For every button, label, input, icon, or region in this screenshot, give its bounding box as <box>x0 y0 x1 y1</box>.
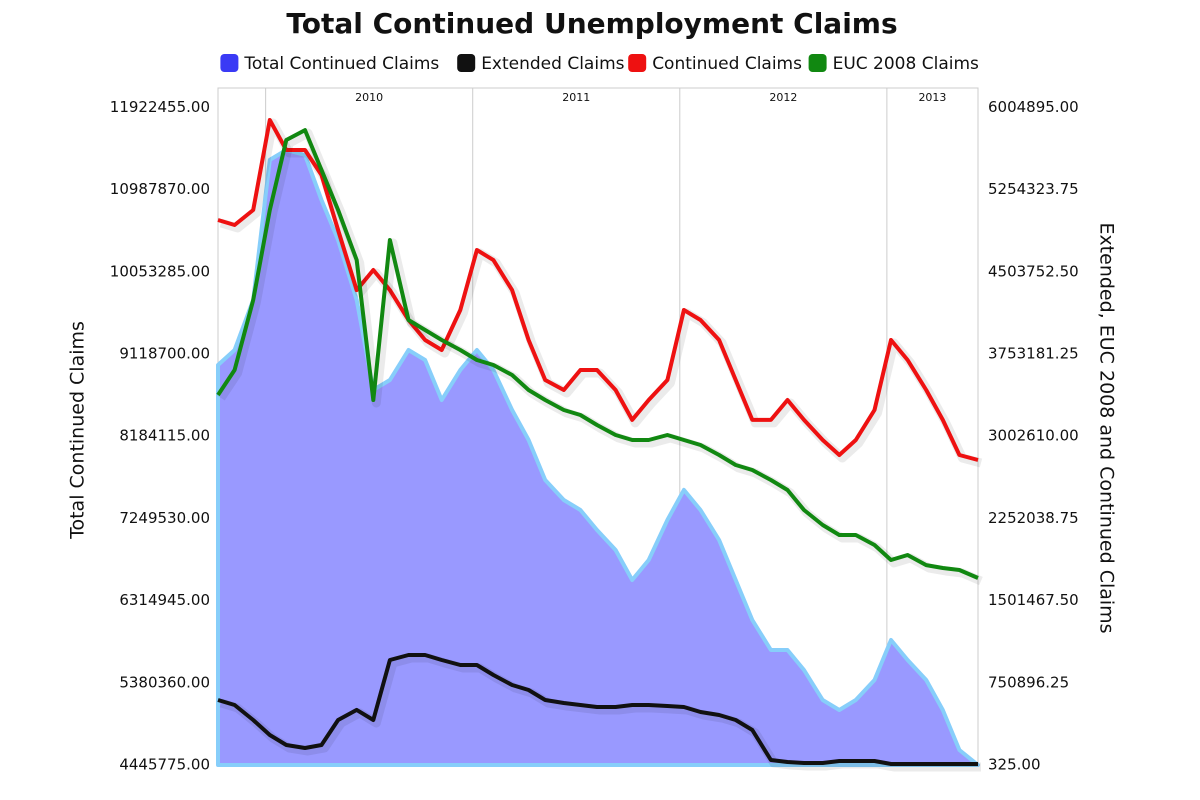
legend-swatch <box>457 54 476 72</box>
y2-tick-label: 3002610.00 <box>988 427 1079 445</box>
y-tick-label: 6314945.00 <box>119 591 210 609</box>
y-tick-label: 10053285.00 <box>110 262 210 280</box>
y2-tick-label: 4503752.50 <box>988 262 1079 280</box>
legend-label: Continued Claims <box>652 54 802 74</box>
y2-tick-label: 6004895.00 <box>988 98 1079 116</box>
line <box>217 653 978 766</box>
y2-tick-label: 750896.25 <box>988 673 1069 691</box>
y2-tick-label: 325.00 <box>988 756 1041 774</box>
y-tick-label: 11922455.00 <box>110 98 210 116</box>
x-tick-label: 2010 <box>355 91 383 104</box>
y2-axis-title: Extended, EUC 2008 and Continued Claims <box>1096 222 1118 633</box>
y-tick-label: 9118700.00 <box>119 344 210 362</box>
legend-label: EUC 2008 Claims <box>833 54 979 74</box>
y-tick-label: 4445775.00 <box>119 756 210 774</box>
x-tick-label: 2013 <box>918 91 946 104</box>
x-tick-label: 2011 <box>562 91 590 104</box>
legend-swatch <box>628 54 647 72</box>
y2-tick-label: 3753181.25 <box>988 344 1079 362</box>
line <box>217 118 979 462</box>
x-tick-label: 2012 <box>769 91 797 104</box>
legend-label: Total Continued Claims <box>243 54 439 74</box>
line <box>216 128 979 580</box>
line-shadow <box>219 653 981 772</box>
y2-tick-label: 1501467.50 <box>988 591 1079 609</box>
y2-tick-label: 5254323.75 <box>988 180 1079 198</box>
y-tick-label: 10987870.00 <box>110 180 210 198</box>
legend-swatch <box>808 54 827 72</box>
legend-swatch <box>220 54 239 72</box>
y-axis-title: Total Continued Claims <box>67 321 89 540</box>
y-tick-label: 8184115.00 <box>119 427 210 445</box>
chart-title: Total Continued Unemployment Claims <box>286 7 897 40</box>
legend-label: Extended Claims <box>481 54 624 74</box>
y2-tick-label: 2252038.75 <box>988 509 1079 527</box>
area <box>216 148 980 767</box>
y-tick-label: 7249530.00 <box>119 509 210 527</box>
y-tick-label: 5380360.00 <box>119 673 210 691</box>
